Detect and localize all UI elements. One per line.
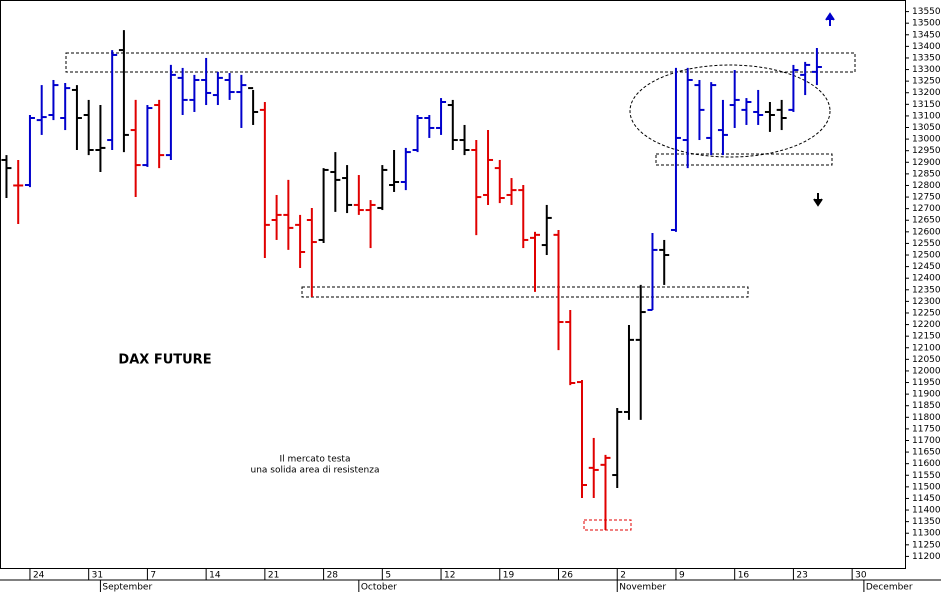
y-tick-label: 12900 — [912, 158, 941, 168]
y-tick-label: 12550 — [912, 239, 941, 249]
y-tick-label: 13050 — [912, 123, 941, 133]
y-tick-label: 11600 — [912, 459, 941, 469]
y-tick-label: 12050 — [912, 355, 941, 365]
y-tick-label: 13100 — [912, 111, 941, 121]
range-ellipse — [629, 64, 831, 158]
y-tick-label: 13250 — [912, 77, 941, 87]
x-tick-label: 28 — [327, 571, 339, 581]
y-tick-label: 12800 — [912, 181, 941, 191]
y-tick-label: 12350 — [912, 285, 941, 295]
y-tick-label: 11700 — [912, 436, 941, 446]
y-tick-label: 12750 — [912, 193, 941, 203]
y-tick-label: 11550 — [912, 471, 941, 481]
x-tick-label: 12 — [444, 571, 455, 581]
y-tick-label: 11250 — [912, 540, 941, 550]
up-arrow — [825, 12, 835, 26]
y-tick-label: 12150 — [912, 332, 941, 342]
x-tick-label: 2 — [620, 571, 626, 581]
x-tick-label: 5 — [385, 571, 391, 581]
y-tick-label: 11800 — [912, 413, 941, 423]
x-tick-label: 30 — [855, 571, 867, 581]
y-tick-label: 13450 — [912, 30, 941, 40]
y-tick-label: 11950 — [912, 378, 941, 388]
y-tick-label: 13500 — [912, 19, 941, 29]
y-tick-label: 12950 — [912, 146, 941, 156]
resistance-box — [65, 52, 856, 73]
support-box — [301, 286, 749, 298]
month-label: December — [866, 583, 913, 592]
y-tick-label: 13300 — [912, 65, 941, 75]
plot-area — [0, 0, 906, 569]
x-tick-label: 21 — [268, 571, 279, 581]
y-tick-label: 12650 — [912, 216, 941, 226]
range-box — [655, 153, 833, 166]
y-tick-label: 12450 — [912, 262, 941, 272]
y-tick-label: 11200 — [912, 552, 941, 562]
y-tick-label: 11450 — [912, 494, 941, 504]
y-tick-label: 12250 — [912, 308, 941, 318]
x-tick-label: 31 — [92, 571, 103, 581]
y-tick-label: 13200 — [912, 88, 941, 98]
x-tick-label: 24 — [33, 571, 45, 581]
y-tick-label: 12700 — [912, 204, 941, 214]
chart-title: DAX FUTURE — [118, 353, 211, 368]
y-tick-label: 13550 — [912, 7, 941, 17]
x-tick-label: 19 — [503, 571, 515, 581]
x-tick-label: 14 — [209, 571, 221, 581]
y-tick-label: 11750 — [912, 424, 941, 434]
y-tick-label: 11650 — [912, 448, 941, 458]
y-tick-label: 12400 — [912, 274, 941, 284]
month-label: October — [361, 583, 397, 592]
annotation: Il mercato testa — [280, 455, 351, 465]
y-tick-label: 11850 — [912, 401, 941, 411]
y-tick-label: 11400 — [912, 506, 941, 516]
y-tick-label: 12500 — [912, 251, 941, 261]
y-tick-label: 11300 — [912, 529, 941, 539]
y-tick-label: 12300 — [912, 297, 941, 307]
y-tick-label: 11350 — [912, 517, 941, 527]
y-tick-label: 12600 — [912, 227, 941, 237]
x-tick-label: 9 — [679, 571, 685, 581]
y-tick-label: 13400 — [912, 42, 941, 52]
y-tick-label: 12100 — [912, 343, 941, 353]
x-tick-label: 16 — [738, 571, 750, 581]
x-tick-label: 7 — [150, 571, 156, 581]
y-tick-label: 12000 — [912, 366, 941, 376]
down-arrow — [813, 193, 823, 207]
month-label: September — [102, 583, 152, 592]
y-tick-label: 13000 — [912, 135, 941, 145]
low-box — [583, 519, 632, 531]
y-tick-label: 13150 — [912, 100, 941, 110]
month-label: November — [619, 583, 666, 592]
y-tick-label: 11900 — [912, 390, 941, 400]
x-tick-label: 26 — [562, 571, 574, 581]
x-tick-label: 23 — [796, 571, 807, 581]
y-tick-label: 13350 — [912, 53, 941, 63]
annotation: una solida area di resistenza — [250, 466, 379, 476]
y-tick-label: 12850 — [912, 169, 941, 179]
y-tick-label: 11500 — [912, 482, 941, 492]
y-tick-label: 12200 — [912, 320, 941, 330]
